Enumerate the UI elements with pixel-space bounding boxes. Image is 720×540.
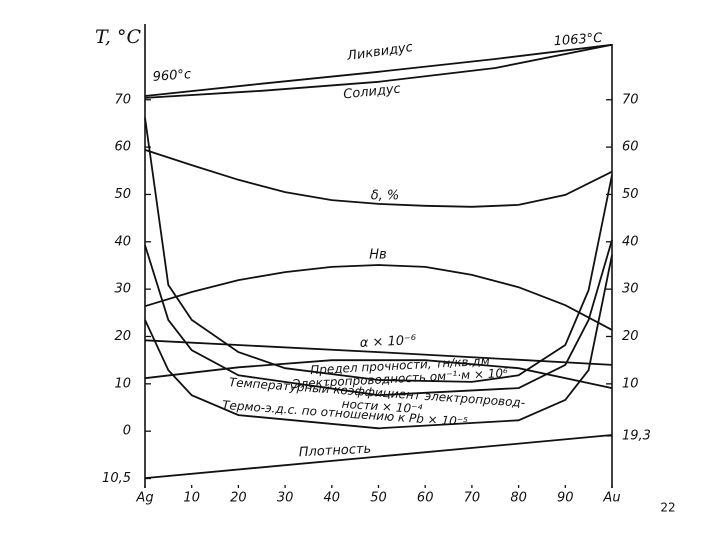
curve [144, 43, 613, 99]
x-tick-label: 20 [230, 491, 247, 506]
curve-label: Плотность [298, 442, 371, 461]
x-tick-label: 70 [464, 491, 481, 506]
x-tick-label: 30 [277, 491, 294, 506]
annotation: 960°c [152, 67, 191, 85]
curve-label: Ликвидус [345, 40, 413, 64]
y-tick-label: 70 [114, 92, 131, 107]
curve [144, 117, 613, 383]
y-tick-label: 10 [114, 376, 131, 391]
x-tick-label: 80 [510, 491, 527, 506]
y-tick-label: 0 [123, 424, 131, 439]
y-tick-label: 10,5 [102, 471, 131, 486]
y2-tick-label: 19,3 [622, 428, 651, 443]
y2-tick-label: 30 [622, 282, 639, 297]
y2-tick-label: 70 [622, 92, 639, 107]
curve [144, 149, 613, 208]
annotation: ности × 10⁻⁴ [341, 397, 423, 417]
x-tick-label: 50 [370, 491, 387, 506]
curve-label: α × 10⁻⁶ [359, 333, 416, 351]
y2-tick-label: 40 [622, 234, 639, 249]
annotation: 1063°C [553, 31, 604, 49]
x-tick-label: 10 [183, 491, 200, 506]
x-tick-label: Au [602, 491, 620, 506]
curve [144, 239, 613, 397]
y-tick-label: 30 [114, 282, 131, 297]
y2-tick-label: 60 [622, 140, 639, 155]
curve [144, 359, 613, 389]
y-tick-label: 20 [114, 329, 131, 344]
x-tick-label: 90 [557, 491, 574, 506]
y-tick-label: 50 [114, 187, 131, 202]
curve [144, 254, 613, 430]
y2-tick-label: 50 [622, 187, 639, 202]
x-tick-label: Ag [135, 491, 153, 506]
y-tick-label: 60 [114, 140, 131, 155]
curve [144, 339, 613, 366]
y-axis-label: T, °C [95, 26, 141, 48]
y-tick-label: 40 [114, 234, 131, 249]
curve [144, 264, 613, 331]
y2-tick-label: 20 [622, 329, 639, 344]
curve-label: Солидус [343, 82, 402, 103]
curve-label: Hв [369, 248, 386, 263]
curve [144, 43, 613, 97]
curve [144, 434, 613, 479]
page-number: 22 [660, 501, 675, 515]
y2-tick-label: 10 [622, 376, 639, 391]
curve-label: δ, % [371, 189, 400, 204]
x-tick-label: 60 [417, 491, 434, 506]
x-tick-label: 40 [324, 491, 341, 506]
